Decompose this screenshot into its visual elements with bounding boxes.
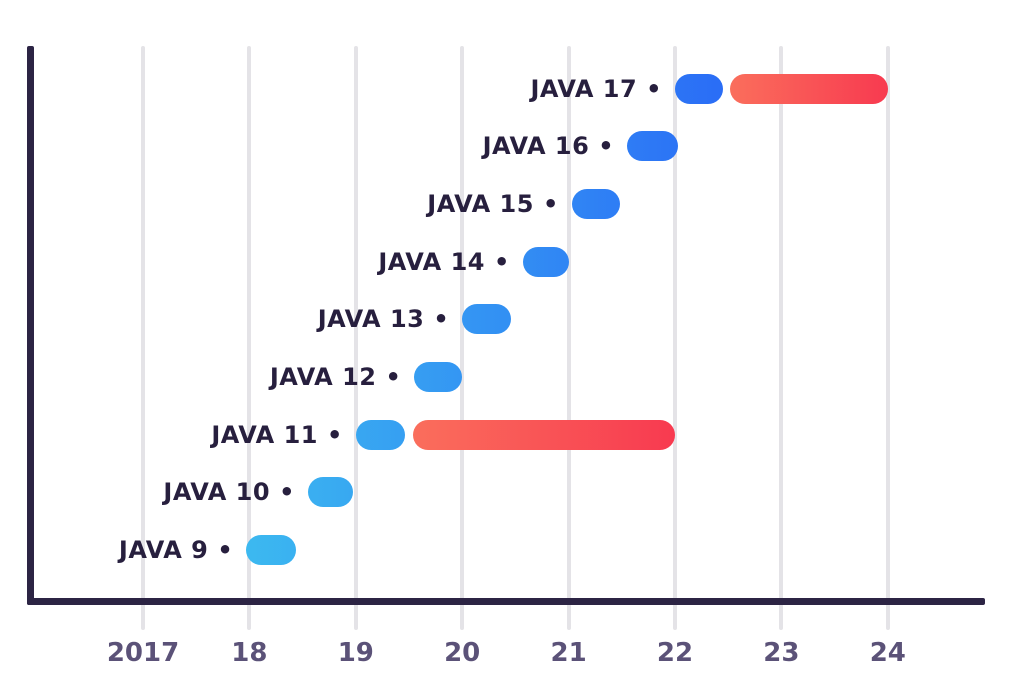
gridline-19 <box>353 46 358 630</box>
version-name: JAVA 16 <box>482 132 590 161</box>
support-bar <box>522 246 569 277</box>
row-label: JAVA 9 • <box>119 536 233 564</box>
support-bar <box>355 419 405 450</box>
version-name: JAVA 9 <box>118 536 209 565</box>
x-tick-label-2017: 2017 <box>106 638 180 668</box>
extended-support-bar <box>413 419 675 450</box>
version-name: JAVA 10 <box>163 478 271 507</box>
row-label: JAVA 14 • <box>378 248 510 276</box>
row-label: JAVA 16 • <box>483 132 615 160</box>
bullet-marker: • <box>326 420 343 449</box>
x-tick-label-19: 19 <box>337 638 374 668</box>
support-bar <box>414 362 463 392</box>
row-label: JAVA 10 • <box>163 478 295 506</box>
bullet-marker: • <box>217 536 234 565</box>
version-name: JAVA 17 <box>530 74 638 103</box>
version-name: JAVA 15 <box>427 189 534 218</box>
version-name: JAVA 14 <box>378 247 486 276</box>
bullet-marker: • <box>598 132 615 161</box>
support-bar <box>627 131 679 162</box>
x-tick-label-20: 20 <box>444 638 481 668</box>
bullet-marker: • <box>279 478 295 507</box>
gridline-21 <box>566 46 571 630</box>
y-axis-line <box>27 46 34 605</box>
support-bar <box>462 304 512 335</box>
x-tick-label-21: 21 <box>550 638 587 668</box>
bullet-marker: • <box>433 305 450 334</box>
support-bar <box>246 535 297 566</box>
gridline-20 <box>460 46 465 630</box>
gridline-2017 <box>141 46 145 630</box>
version-name: JAVA 13 <box>317 305 425 334</box>
row-label: JAVA 11 • <box>211 421 343 449</box>
bullet-marker: • <box>494 247 510 276</box>
x-tick-label-24: 24 <box>869 638 906 668</box>
support-bar <box>307 477 353 508</box>
row-label: JAVA 15 • <box>427 190 559 218</box>
x-axis-line <box>27 598 985 605</box>
x-tick-label-22: 22 <box>656 638 694 668</box>
bullet-marker: • <box>385 363 402 391</box>
version-name: JAVA 12 <box>269 363 377 391</box>
version-name: JAVA 11 <box>211 420 318 449</box>
row-label: JAVA 13 • <box>318 305 450 333</box>
row-label: JAVA 17 • <box>531 75 663 103</box>
support-bar <box>571 188 620 219</box>
gridline-24 <box>885 46 890 630</box>
support-bar <box>675 73 723 104</box>
gridline-22 <box>673 46 677 630</box>
x-tick-label-18: 18 <box>231 638 268 668</box>
row-label: JAVA 12 • <box>270 363 402 391</box>
gridline-18 <box>247 46 252 630</box>
extended-support-bar <box>730 73 888 104</box>
x-tick-label-23: 23 <box>763 638 800 668</box>
bullet-marker: • <box>646 74 662 103</box>
bullet-marker: • <box>542 189 559 218</box>
gridline-23 <box>779 46 784 630</box>
